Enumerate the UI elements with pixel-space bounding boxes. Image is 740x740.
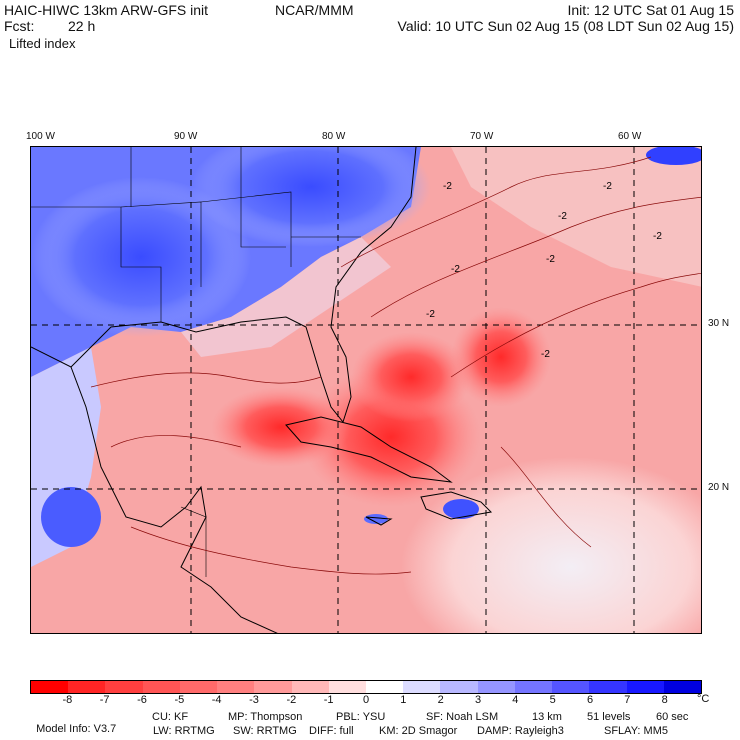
- colorbar-swatch: [589, 681, 627, 693]
- colorbar-swatch: [179, 681, 218, 693]
- colorbar-swatch: [477, 681, 515, 693]
- sflay-option: SFLAY: MM5: [604, 725, 668, 737]
- colorbar-tick-label: 3: [474, 694, 482, 706]
- colorbar-swatch: [217, 681, 255, 693]
- stable-spot: [41, 487, 101, 547]
- grid-lines: [31, 147, 701, 633]
- colorbar-tick-label: 7: [624, 694, 631, 706]
- lon-label: 80 W: [322, 131, 346, 142]
- colorbar-tick-label: -8: [62, 694, 73, 706]
- colorbar-swatch: [328, 681, 366, 693]
- colorbar-tick-label: -6: [137, 694, 147, 706]
- colorbar-swatch: [440, 681, 478, 693]
- sf-scheme: SF: Noah LSM: [426, 711, 499, 723]
- lon-label: 70 W: [470, 131, 494, 142]
- contours: [90, 156, 701, 575]
- fcst-value: 22 h: [68, 18, 96, 34]
- unstable-core: [211, 387, 351, 467]
- mp-scheme: MP: Thompson: [228, 711, 303, 723]
- boundaries: [31, 147, 361, 577]
- colorbar-tick-label: 4: [512, 694, 519, 706]
- contour-label: -2: [443, 181, 452, 192]
- model-info: Model Info: V3.7: [36, 723, 117, 735]
- stable-spot: [364, 514, 388, 524]
- colorbar-tick-label: -3: [249, 694, 259, 706]
- map-svg: -2 -2 -2 -2 -2 -2 -2 -2: [31, 147, 701, 633]
- colorbar-tick-label: 0: [362, 694, 370, 706]
- contour-label: -2: [546, 254, 555, 265]
- cu-scheme: CU: KF: [152, 711, 189, 723]
- org-label: NCAR/MMM: [275, 2, 354, 18]
- contour-label: -2: [541, 349, 550, 360]
- colorbar-swatch: [31, 681, 69, 693]
- colorbar-swatch: [291, 681, 329, 693]
- damp-option: DAMP: Rayleigh3: [477, 725, 564, 737]
- stable-spot: [646, 147, 701, 165]
- contour-label-group: -2 -2 -2 -2 -2 -2 -2 -2: [426, 181, 662, 360]
- colorbar-tick-label: 8: [661, 694, 668, 706]
- stable-core: [191, 147, 431, 247]
- time-step: 60 sec: [656, 711, 689, 723]
- transition-band: [181, 237, 391, 357]
- colorbar-swatch: [663, 681, 701, 693]
- fcst-label: Fcst:: [4, 18, 35, 34]
- contour-label: -2: [426, 309, 435, 320]
- colorbar-swatch: [365, 681, 404, 693]
- colorbar-swatch: [626, 681, 664, 693]
- colorbar-swatch: [68, 681, 106, 693]
- colorbar-tick-label: -4: [211, 694, 222, 706]
- contour-label: -2: [653, 231, 662, 242]
- stable-core: [31, 177, 251, 337]
- footer-line-1: Model Info: V3.7: [30, 711, 116, 735]
- colorbar-tick-label: 5: [549, 694, 556, 706]
- sw-scheme: SW: RRTMG: [233, 725, 297, 737]
- pbl-scheme: PBL: YSU: [336, 711, 386, 723]
- unstable-core: [351, 332, 471, 422]
- colorbar-swatch: [403, 681, 441, 693]
- colorbar-swatch: [105, 681, 143, 693]
- contour-label: -2: [558, 211, 567, 222]
- colorbar-tick-label: 1: [400, 694, 407, 706]
- diff-option: DIFF: full: [309, 725, 354, 737]
- contour-label: -2: [603, 181, 612, 192]
- colorbar-tick-label: 2: [437, 694, 444, 706]
- lifted-index-map: -2 -2 -2 -2 -2 -2 -2 -2: [30, 146, 702, 634]
- colorbar-tick-label: -5: [174, 694, 185, 706]
- caribbean-region: [401, 457, 701, 633]
- grid-spacing: 13 km: [532, 711, 562, 723]
- lon-label: 90 W: [174, 131, 198, 142]
- lon-label: 60 W: [618, 131, 642, 142]
- colorbar-tick-label: 6: [586, 694, 594, 706]
- colorbar-unit: °C: [697, 693, 710, 705]
- km-option: KM: 2D Smagor: [379, 725, 458, 737]
- colorbar-swatch: [552, 681, 590, 693]
- atlantic-region: [451, 147, 701, 287]
- colorbar-swatch: [142, 681, 180, 693]
- init-time: Init: 12 UTC Sat 01 Aug 15: [567, 2, 734, 18]
- contour-label: -2: [451, 264, 460, 275]
- lon-label: 100 W: [26, 131, 55, 142]
- colorbar-tick-label: -7: [99, 694, 110, 706]
- model-title: HAIC-HIWC 13km ARW-GFS init: [4, 2, 209, 18]
- colorbar-swatch: [514, 681, 553, 693]
- lat-label: 30 N: [708, 318, 730, 329]
- lat-label: 20 N: [708, 482, 730, 493]
- colorbar-tick-label: -2: [286, 694, 297, 706]
- unstable-core: [451, 307, 551, 407]
- valid-time: Valid: 10 UTC Sun 02 Aug 15 (08 LDT Sun …: [397, 18, 734, 34]
- vertical-levels: 51 levels: [587, 711, 631, 723]
- field-name: Lifted index: [9, 36, 76, 51]
- colorbar-swatch: [254, 681, 292, 693]
- colorbar-tick-label: -1: [323, 694, 334, 706]
- lw-scheme: LW: RRTMG: [153, 725, 215, 737]
- colorbar: [30, 680, 702, 694]
- stable-spot: [443, 499, 479, 519]
